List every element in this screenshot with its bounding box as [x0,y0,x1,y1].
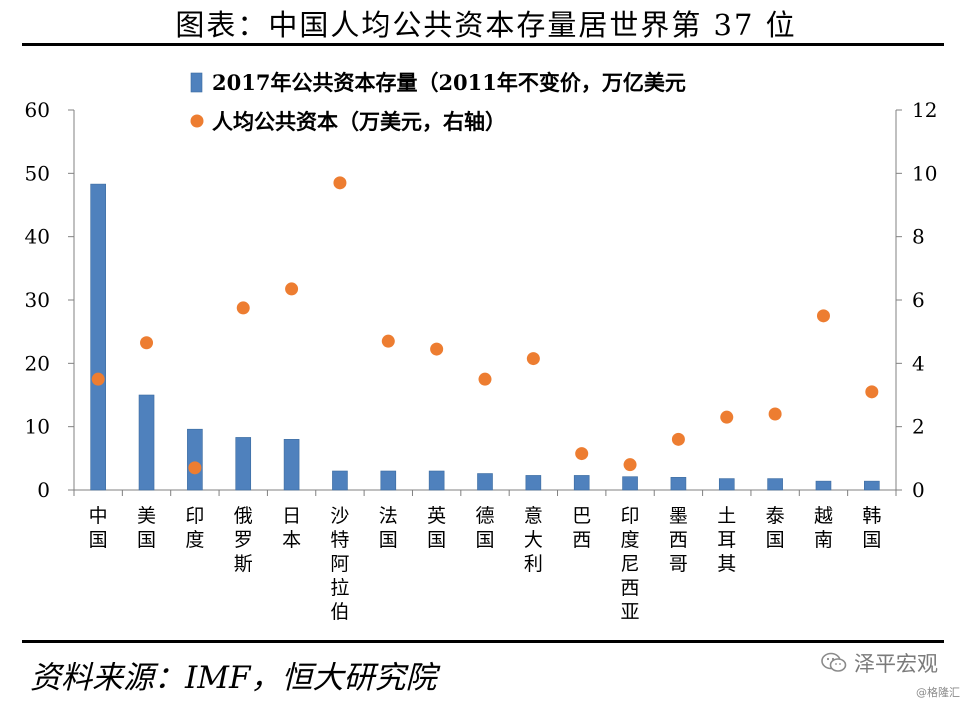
right-tick-label: 2 [912,415,925,439]
bar [767,478,783,491]
x-tick-label: 越南 [814,505,833,551]
bar [235,437,252,491]
x-tick-label: 英国 [427,505,446,551]
bar [138,394,155,491]
bar [428,470,445,491]
x-tick-label: 中国 [89,505,108,551]
right-tick-label: 6 [912,288,925,312]
points [91,176,879,475]
x-tick-label: 日本 [282,505,301,551]
source-note: 资料来源：IMF，恒大研究院 [30,660,437,696]
wechat-icon [821,652,847,672]
legend-point-swatch [190,114,204,128]
footer-rule [22,640,944,643]
bar [670,477,687,491]
scatter-point [575,447,589,461]
bar [90,183,106,491]
scatter-point [816,309,830,323]
legend-bar-label: 2017年公共资本存量（2011年不变价，万亿美元 [212,70,686,95]
bar [864,480,880,491]
watermark-brand: 泽平宏观 [854,652,938,676]
left-tick-label: 30 [25,288,50,312]
x-tick-label: 沙特阿拉伯 [330,505,349,623]
x-tick-label: 法国 [379,505,398,551]
bar [187,428,203,491]
scatter-point [720,410,734,424]
x-tick-label: 美国 [137,505,156,551]
scatter-point [333,176,347,190]
left-axis-ticks: 0 10 20 30 40 50 60 [25,98,74,502]
scatter-point [526,352,540,366]
bar [573,475,590,491]
right-tick-label: 0 [912,478,925,502]
left-tick-label: 20 [25,351,50,375]
x-tick-label: 印度 [185,505,204,551]
bar [525,475,542,491]
x-tick-label: 印度尼西亚 [621,505,640,623]
watermark-credit: @格隆汇 [916,686,960,699]
x-tick-label: 俄罗斯 [234,505,253,575]
bar [283,439,300,491]
bar [718,478,735,491]
scatter-point [236,301,250,315]
left-tick-label: 50 [25,161,50,185]
scatter-point [671,432,685,446]
left-tick-label: 60 [25,98,50,122]
x-tick-label: 墨西哥 [669,505,688,575]
legend-point-label: 人均公共资本（万美元，右轴） [212,109,506,134]
scatter-point [478,372,492,386]
x-tick-label: 土耳其 [717,505,736,575]
x-tick-label: 意大利 [524,505,543,575]
scatter-point [140,336,154,350]
right-tick-label: 12 [912,98,937,122]
scatter-point [91,372,105,386]
legend-bar-swatch [190,72,203,93]
scatter-point [285,282,299,296]
left-tick-label: 0 [37,478,50,502]
left-tick-label: 40 [25,225,50,249]
scatter-point [768,407,782,421]
bars [90,183,880,491]
bar [477,473,493,491]
bar [332,470,348,491]
right-tick-label: 10 [912,161,937,185]
scatter-point [188,461,202,475]
x-tick-label: 韩国 [862,505,881,551]
right-tick-label: 8 [912,225,925,249]
scatter-point [381,334,395,348]
scatter-point [430,342,444,356]
left-tick-label: 10 [25,415,50,439]
scatter-point [865,385,879,399]
x-tick-label: 巴西 [572,505,591,551]
watermark: 泽平宏观 [820,648,938,678]
bar [815,480,832,491]
right-tick-label: 4 [912,351,925,375]
x-tick-label: 德国 [475,505,494,551]
chart-title: 图表：中国人均公共资本存量居世界第 37 位 [175,8,797,42]
bar [380,470,397,491]
scatter-point [623,458,637,472]
title-rule [22,43,944,46]
right-axis-ticks: 0 2 4 6 8 10 12 [896,98,937,502]
bar [622,476,638,491]
x-tick-label: 泰国 [766,505,785,551]
